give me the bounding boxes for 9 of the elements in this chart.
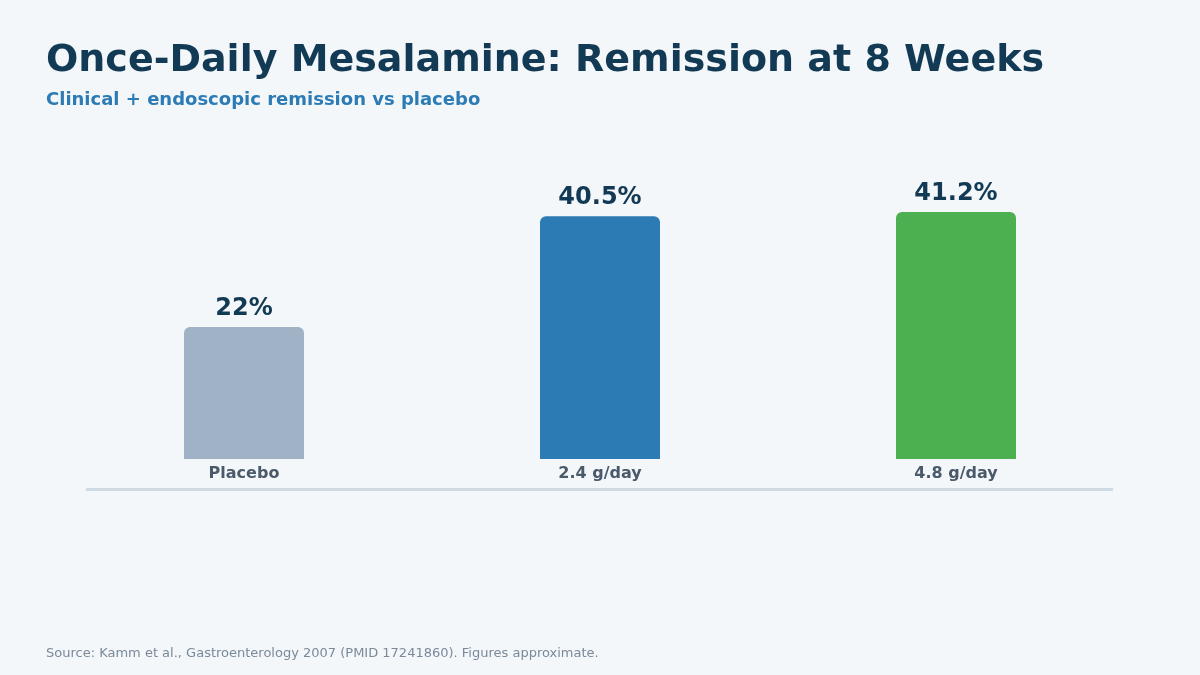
x-tick-label: 2.4 g/day [558,463,643,483]
data-label: 40.5% [558,182,642,211]
chart-title: Once-Daily Mesalamine: Remission at 8 Weeks [46,36,1045,80]
x-tick-label: Placebo [208,463,280,483]
data-label: 41.2% [914,178,998,206]
chart-subtitle: Clinical + endoscopic remission vs placebo [46,88,481,109]
source-note: Source: Kamm et al., Gastroenterology 2007 (PMID 17241860). Figures approximate. [46,645,599,660]
x-tick-label: 4.8 g/day [914,463,999,483]
data-label: 22% [215,293,273,322]
